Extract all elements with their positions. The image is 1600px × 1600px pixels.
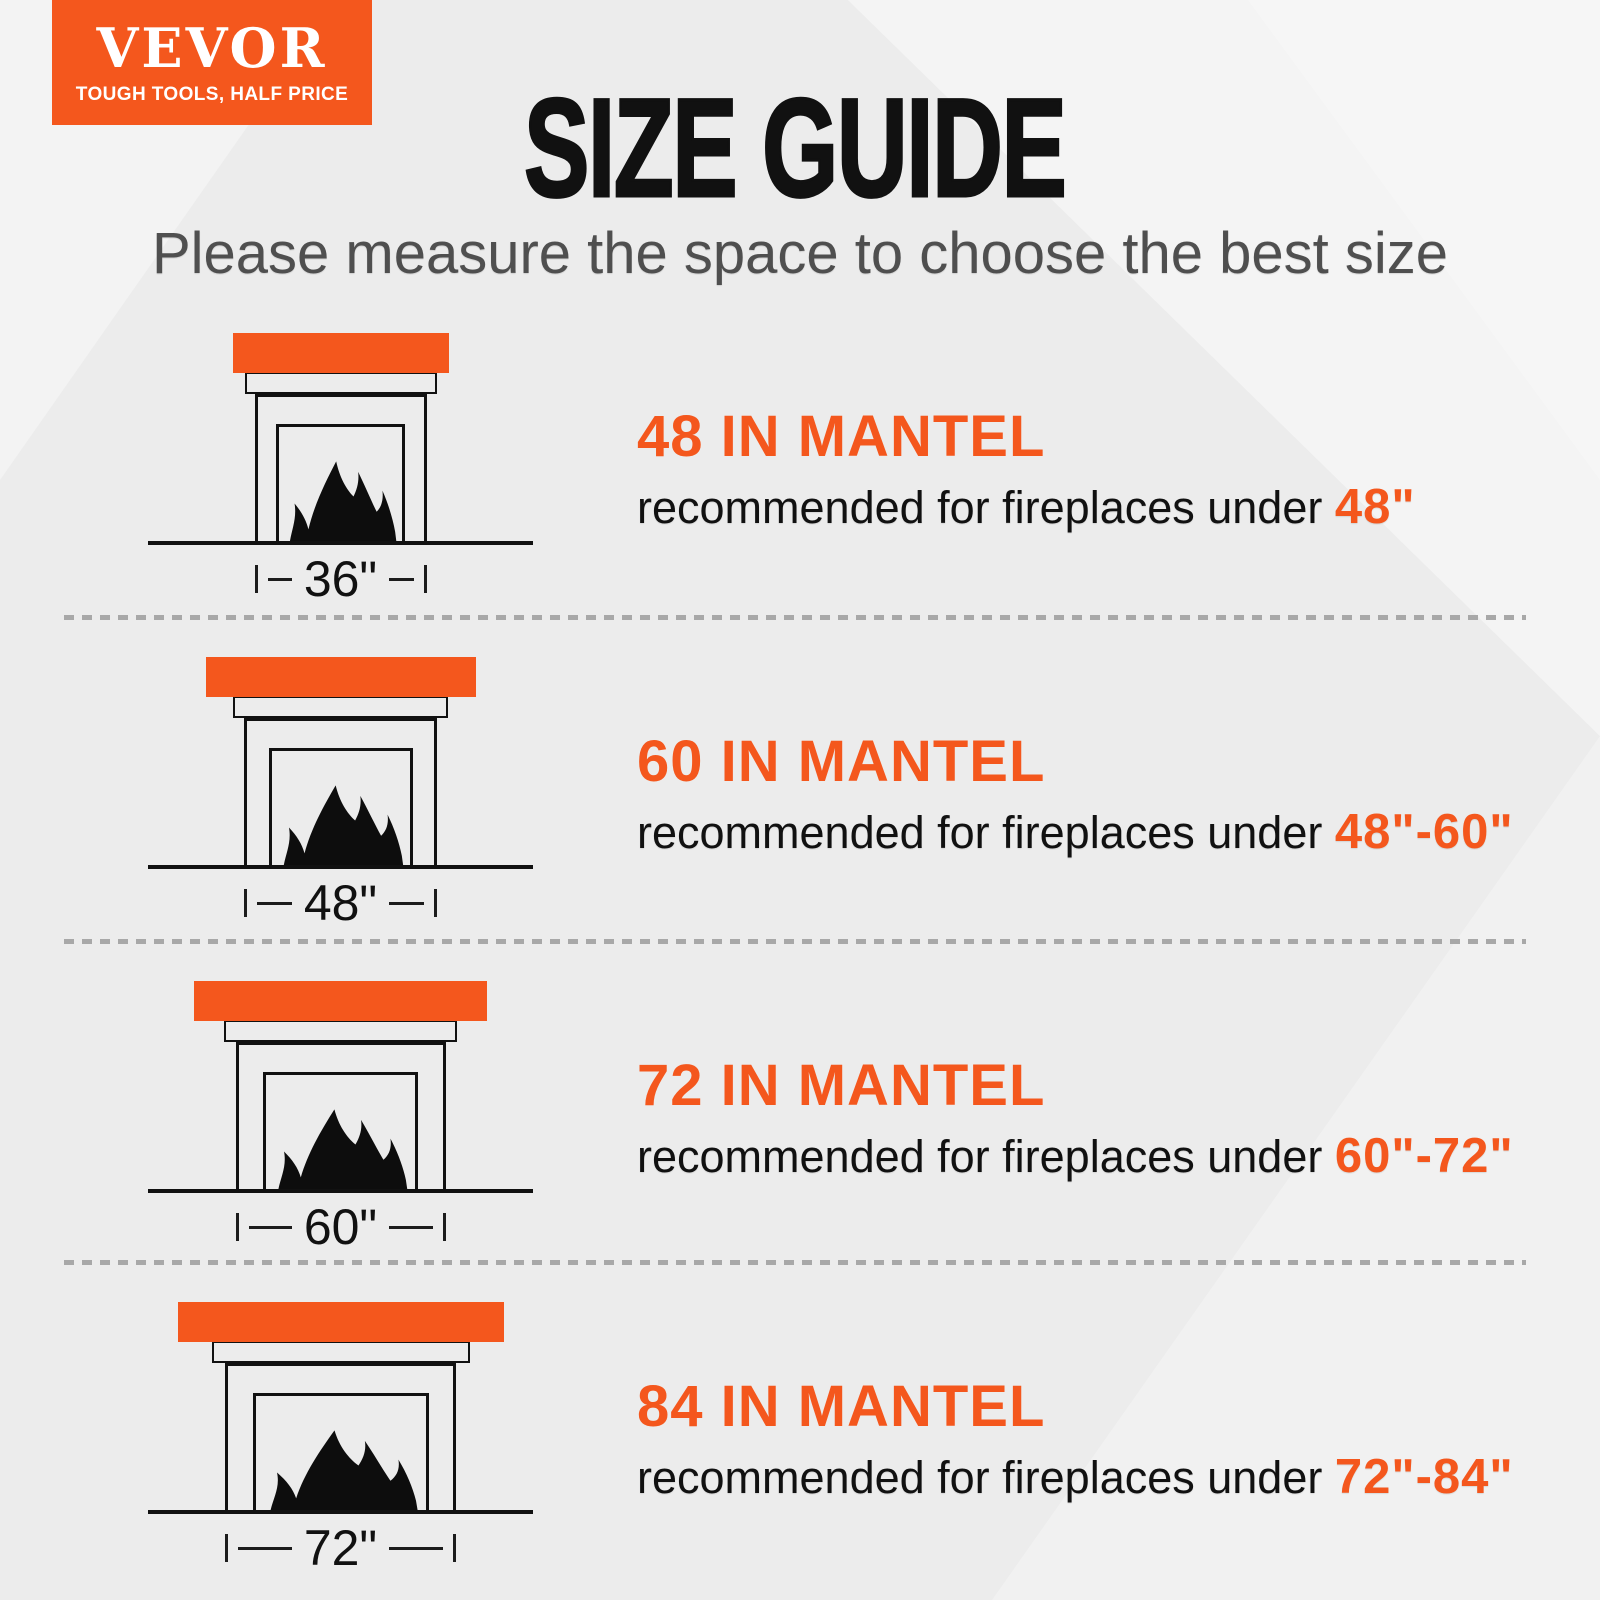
fireplace-body — [225, 1363, 456, 1510]
fireplace-illustration-84: 72" — [148, 1302, 533, 1574]
dimension-tick — [225, 1534, 228, 1562]
mantel-shelf — [205, 657, 476, 697]
dimension-line — [389, 1225, 433, 1229]
fireplace-width-label: 60" — [303, 1199, 378, 1255]
mantel-size-heading: 48 IN MANTEL — [637, 404, 1046, 469]
flame-icon — [289, 461, 396, 541]
page-title: SIZE GUIDE — [523, 69, 1068, 226]
fireplace-width-label: 72" — [303, 1520, 378, 1576]
dimension-line — [389, 901, 424, 905]
recommendation-range: 48" — [1334, 480, 1416, 534]
floor-line — [148, 541, 533, 545]
firebox-opening — [252, 1393, 429, 1510]
fireplace-illustration-48: 36" — [148, 333, 533, 605]
firebox-opening — [276, 424, 405, 541]
width-dimension: 36" — [254, 551, 427, 607]
mantel-size-heading: 60 IN MANTEL — [637, 729, 1046, 794]
fireplace-width-label: 48" — [303, 875, 378, 931]
recommendation-text: recommended for fireplaces under 60"-72" — [637, 1129, 1514, 1183]
page-subtitle: Please measure the space to choose the b… — [151, 221, 1449, 286]
flame-icon — [270, 1430, 418, 1510]
fireplace-illustration-60: 48" — [148, 657, 533, 929]
flame-icon — [278, 1109, 408, 1189]
recommendation-text: recommended for fireplaces under 48" — [637, 480, 1416, 534]
mantel-shelf — [177, 1302, 504, 1342]
fireplace-body — [254, 394, 427, 541]
dashed-divider — [64, 939, 1526, 944]
mantel-size-heading: 72 IN MANTEL — [637, 1053, 1046, 1118]
mantel-shelf — [194, 981, 487, 1021]
dimension-line — [238, 1546, 292, 1550]
width-dimension: 72" — [225, 1522, 456, 1574]
mantel-shelf — [232, 333, 449, 373]
dimension-tick — [442, 1213, 446, 1241]
dimension-tick — [254, 565, 258, 593]
dimension-tick — [235, 1213, 239, 1241]
recommendation-range: 60"-72" — [1334, 1129, 1514, 1183]
dimension-line — [389, 577, 414, 581]
flame-icon — [283, 785, 403, 865]
recommendation-prefix: recommended for fireplaces under — [637, 482, 1335, 533]
recommendation-text: recommended for fireplaces under 48"-60" — [637, 805, 1514, 859]
mantel-band — [233, 697, 448, 718]
dimension-line — [248, 1225, 292, 1229]
dimension-line — [389, 1546, 443, 1550]
width-dimension: 60" — [235, 1199, 446, 1255]
dashed-divider — [64, 1260, 1526, 1265]
width-dimension: 48" — [244, 877, 437, 929]
size-description-84: 84 IN MANTEL recommended for fireplaces … — [637, 1378, 1514, 1503]
dimension-tick — [453, 1534, 456, 1562]
size-description-60: 60 IN MANTEL recommended for fireplaces … — [637, 733, 1514, 858]
recommendation-prefix: recommended for fireplaces under — [637, 1131, 1335, 1182]
fireplace-body — [235, 1042, 446, 1189]
brand-name: VEVOR — [96, 16, 328, 80]
fireplace-illustration-72: 60" — [148, 981, 533, 1253]
recommendation-prefix: recommended for fireplaces under — [637, 1452, 1335, 1503]
firebox-opening — [263, 1072, 418, 1189]
mantel-band — [211, 1342, 470, 1363]
dimension-tick — [423, 565, 427, 593]
size-description-48: 48 IN MANTEL recommended for fireplaces … — [637, 408, 1416, 533]
page-title-wrap: SIZE GUIDE — [0, 69, 1590, 226]
dimension-tick — [434, 889, 437, 917]
recommendation-range: 48"-60" — [1334, 805, 1514, 859]
floor-line — [148, 1510, 533, 1514]
recommendation-text: recommended for fireplaces under 72"-84" — [637, 1450, 1514, 1504]
floor-line — [148, 865, 533, 869]
dimension-tick — [244, 889, 247, 917]
brand-tagline: TOUGH TOOLS, HALF PRICE — [75, 84, 349, 105]
fireplace-body — [244, 718, 437, 865]
mantel-band — [244, 373, 437, 394]
mantel-band — [224, 1021, 457, 1042]
size-description-72: 72 IN MANTEL recommended for fireplaces … — [637, 1057, 1514, 1182]
vevor-logo: VEVOR TOUGH TOOLS, HALF PRICE — [52, 0, 372, 125]
mantel-size-heading: 84 IN MANTEL — [637, 1374, 1046, 1439]
recommendation-range: 72"-84" — [1334, 1450, 1514, 1504]
floor-line — [148, 1189, 533, 1193]
recommendation-prefix: recommended for fireplaces under — [637, 807, 1335, 858]
dimension-line — [267, 577, 292, 581]
fireplace-width-label: 36" — [303, 551, 378, 607]
firebox-opening — [268, 748, 413, 865]
dimension-line — [257, 901, 292, 905]
dashed-divider — [64, 615, 1526, 620]
